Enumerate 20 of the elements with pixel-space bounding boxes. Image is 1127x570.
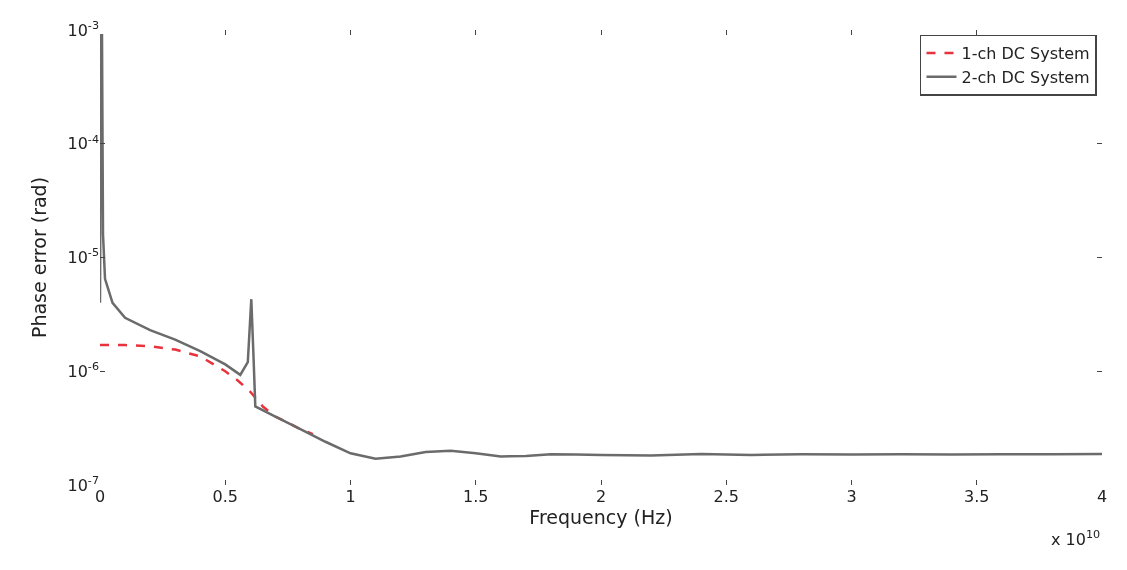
x-tick-label: 2.5 bbox=[713, 487, 739, 506]
y-tick-label: 10$^{-3}$ bbox=[67, 18, 99, 40]
x-tick-label: 1 bbox=[345, 487, 356, 506]
y-tick-label: 10$^{-5}$ bbox=[67, 246, 99, 268]
text: x 10$^{10}$ bbox=[1051, 528, 1101, 549]
x-tick-label: 0.5 bbox=[212, 487, 238, 506]
legend-label: 2-ch DC System bbox=[961, 67, 1090, 87]
line-series bbox=[100, 343, 315, 436]
x-tick-label: 1.5 bbox=[463, 487, 489, 506]
x-tick-label: 3 bbox=[846, 487, 857, 506]
x-tick-label: 0 bbox=[94, 487, 106, 506]
y-tick-label: 10$^{-4}$ bbox=[67, 132, 99, 154]
x-tick-label: 4 bbox=[1096, 487, 1108, 506]
y-axis-title: Phase error (rad) bbox=[28, 176, 51, 339]
x-axis-title: Frequency (Hz) bbox=[529, 506, 673, 528]
x-tick-label: 2 bbox=[595, 487, 607, 506]
line-series bbox=[100, 33, 1102, 461]
x-tick-label: 3.5 bbox=[964, 487, 990, 506]
y-tick-label: 10$^{-6}$ bbox=[67, 360, 99, 381]
legend-label: 1-ch DC System bbox=[961, 44, 1090, 64]
